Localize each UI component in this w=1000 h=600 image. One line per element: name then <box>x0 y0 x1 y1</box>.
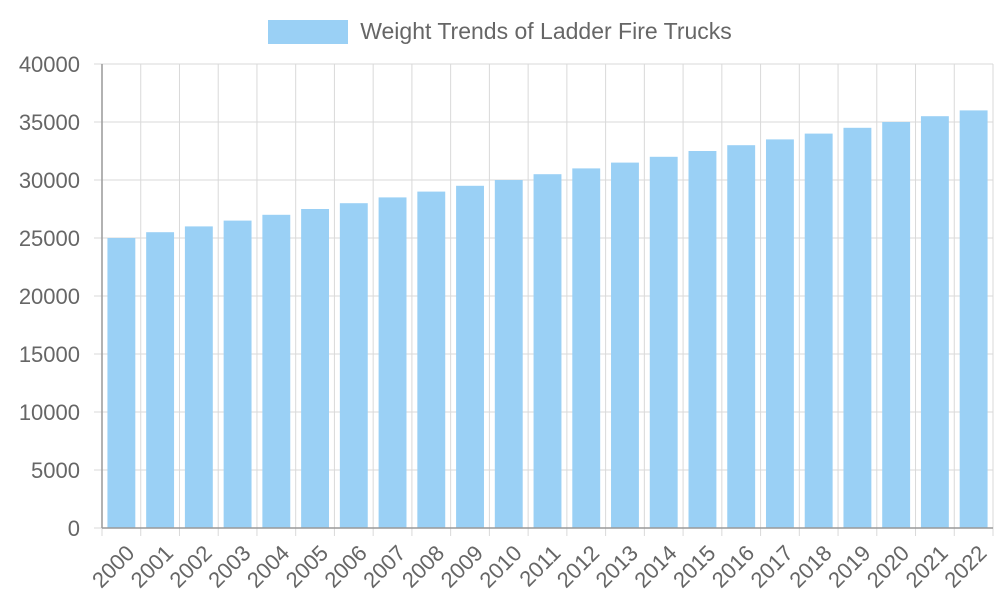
legend-label: Weight Trends of Ladder Fire Trucks <box>360 18 732 44</box>
x-tick-label: 2009 <box>436 540 488 592</box>
bar <box>184 226 213 528</box>
bar <box>804 133 833 528</box>
bar <box>920 116 949 528</box>
x-tick-label: 2008 <box>397 540 449 592</box>
bar <box>223 220 252 528</box>
bar <box>843 127 872 529</box>
bar <box>533 174 562 528</box>
x-tick-label: 2006 <box>319 540 371 592</box>
x-tick-label: 2014 <box>629 540 681 592</box>
y-tick-label: 35000 <box>19 110 80 135</box>
x-tick-label: 2011 <box>514 540 565 591</box>
bar <box>727 145 756 528</box>
bar <box>959 110 988 529</box>
x-tick-label: 2000 <box>87 540 139 592</box>
y-tick-label: 5000 <box>31 458 80 483</box>
x-tick-label: 2020 <box>862 540 914 592</box>
bar <box>572 168 601 528</box>
bar <box>417 191 446 528</box>
bar <box>765 139 794 528</box>
x-tick-label: 2022 <box>939 540 991 592</box>
x-tick-label: 2013 <box>591 540 643 592</box>
x-tick-label: 2015 <box>668 540 720 592</box>
bar <box>611 162 639 528</box>
bar <box>688 151 717 528</box>
bar <box>301 209 330 528</box>
x-tick-label: 2001 <box>126 540 178 592</box>
bar <box>107 238 136 528</box>
y-tick-label: 20000 <box>19 284 80 309</box>
x-tick-label: 2004 <box>242 540 294 592</box>
y-tick-label: 0 <box>68 516 80 541</box>
x-tick-label: 2019 <box>823 540 875 592</box>
x-tick-label: 2003 <box>203 540 255 592</box>
bar <box>339 203 368 528</box>
bar <box>146 232 175 528</box>
x-tick-label: 2021 <box>901 540 953 592</box>
y-tick-label: 25000 <box>19 226 80 251</box>
legend-swatch <box>268 19 349 44</box>
y-tick-label: 10000 <box>19 400 80 425</box>
x-tick-label: 2002 <box>165 540 217 592</box>
x-tick-label: 2017 <box>746 540 798 592</box>
x-tick-label: 2007 <box>358 540 410 592</box>
x-tick-label: 2018 <box>784 540 836 592</box>
bar <box>882 122 911 528</box>
bar <box>649 156 678 529</box>
x-tick-label: 2010 <box>474 540 526 592</box>
x-tick-label: 2016 <box>707 540 759 592</box>
y-tick-label: 15000 <box>19 342 80 367</box>
x-tick-label: 2005 <box>281 540 333 592</box>
bar <box>456 185 484 529</box>
x-tick-label: 2012 <box>552 540 604 592</box>
legend[interactable]: Weight Trends of Ladder Fire Trucks <box>0 18 1000 45</box>
y-tick-label: 30000 <box>19 168 80 193</box>
y-tick-label: 40000 <box>19 52 80 77</box>
bar <box>262 214 291 529</box>
bar <box>378 197 407 528</box>
bar <box>494 180 523 528</box>
